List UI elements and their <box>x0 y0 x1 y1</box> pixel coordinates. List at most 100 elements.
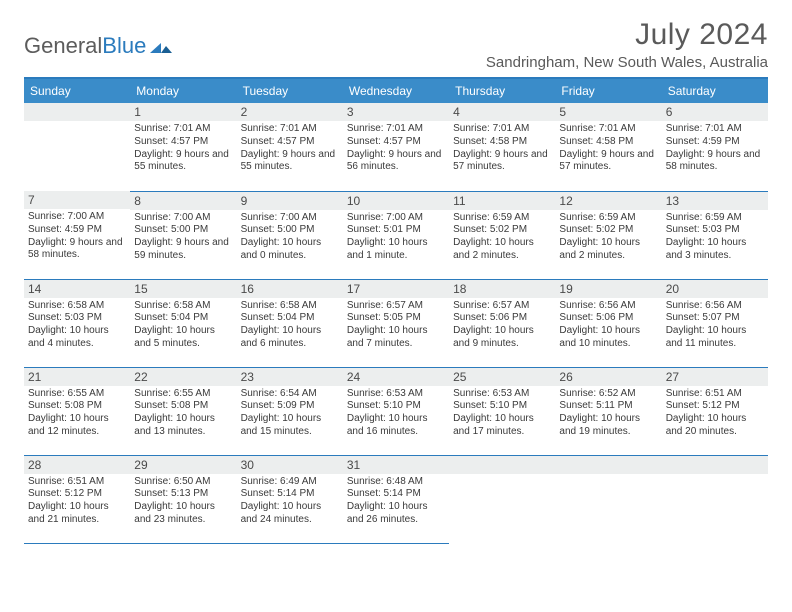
day-number: 15 <box>130 280 236 298</box>
calendar-day-cell: 14 Sunrise: 6:58 AMSunset: 5:03 PMDayligh… <box>24 279 130 367</box>
calendar-day-cell: 25 Sunrise: 6:53 AMSunset: 5:10 PMDayligh… <box>449 367 555 455</box>
day-details: Sunrise: 6:55 AMSunset: 5:08 PMDaylight:… <box>26 388 128 439</box>
calendar-day-cell: 8Sunrise: 7:00 AMSunset: 5:00 PMDaylight… <box>130 191 236 279</box>
calendar-day-cell: 7 Sunrise: 7:00 AMSunset: 4:59 PMDaylight… <box>24 191 130 279</box>
day-number: 14 <box>24 280 130 298</box>
day-details: Sunrise: 7:01 AMSunset: 4:59 PMDaylight:… <box>664 123 766 174</box>
header: GeneralBlue July 2024 Sandringham, New S… <box>24 18 768 71</box>
calendar-day-cell: 30Sunrise: 6:49 AMSunset: 5:14 PMDayligh… <box>237 455 343 543</box>
day-details: Sunrise: 7:01 AMSunset: 4:57 PMDaylight:… <box>239 123 341 174</box>
calendar-day-cell: 15Sunrise: 6:58 AMSunset: 5:04 PMDayligh… <box>130 279 236 367</box>
calendar-week-row: 7 Sunrise: 7:00 AMSunset: 4:59 PMDaylight… <box>24 191 768 279</box>
calendar-week-row: 28 Sunrise: 6:51 AMSunset: 5:12 PMDayligh… <box>24 455 768 543</box>
day-details: Sunrise: 6:53 AMSunset: 5:10 PMDaylight:… <box>451 388 553 439</box>
weekday-header: Saturday <box>662 78 768 103</box>
day-number: 9 <box>237 192 343 210</box>
weekday-header: Monday <box>130 78 236 103</box>
calendar-day-cell <box>555 455 661 543</box>
day-number: 13 <box>662 192 768 210</box>
calendar-day-cell: 29Sunrise: 6:50 AMSunset: 5:13 PMDayligh… <box>130 455 236 543</box>
calendar-day-cell: 9Sunrise: 7:00 AMSunset: 5:00 PMDaylight… <box>237 191 343 279</box>
day-number <box>555 456 661 474</box>
weekday-header: Tuesday <box>237 78 343 103</box>
day-details: Sunrise: 6:51 AMSunset: 5:12 PMDaylight:… <box>664 388 766 439</box>
calendar-week-row: 14 Sunrise: 6:58 AMSunset: 5:03 PMDayligh… <box>24 279 768 367</box>
day-details: Sunrise: 6:58 AMSunset: 5:03 PMDaylight:… <box>26 300 128 351</box>
day-number: 26 <box>555 368 661 386</box>
calendar-day-cell: 18Sunrise: 6:57 AMSunset: 5:06 PMDayligh… <box>449 279 555 367</box>
calendar-day-cell: 4Sunrise: 7:01 AMSunset: 4:58 PMDaylight… <box>449 103 555 191</box>
day-number: 28 <box>24 456 130 474</box>
brand-logo: GeneralBlue <box>24 33 172 71</box>
calendar-day-cell: 16Sunrise: 6:58 AMSunset: 5:04 PMDayligh… <box>237 279 343 367</box>
day-number: 31 <box>343 456 449 474</box>
calendar-day-cell: 5 Sunrise: 7:01 AMSunset: 4:58 PMDaylight… <box>555 103 661 191</box>
day-details: Sunrise: 6:53 AMSunset: 5:10 PMDaylight:… <box>345 388 447 439</box>
day-details: Sunrise: 6:55 AMSunset: 5:08 PMDaylight:… <box>132 388 234 439</box>
day-details: Sunrise: 6:54 AMSunset: 5:09 PMDaylight:… <box>239 388 341 439</box>
weekday-header: Thursday <box>449 78 555 103</box>
day-number: 4 <box>449 103 555 121</box>
calendar-day-cell: 13 Sunrise: 6:59 AMSunset: 5:03 PMDayligh… <box>662 191 768 279</box>
day-number: 17 <box>343 280 449 298</box>
calendar-day-cell: 3 Sunrise: 7:01 AMSunset: 4:57 PMDaylight… <box>343 103 449 191</box>
location-label: Sandringham, New South Wales, Australia <box>486 54 768 71</box>
calendar-day-cell: 2 Sunrise: 7:01 AMSunset: 4:57 PMDaylight… <box>237 103 343 191</box>
day-number: 7 <box>24 191 130 209</box>
day-details: Sunrise: 7:01 AMSunset: 4:57 PMDaylight:… <box>132 123 234 174</box>
calendar-table: SundayMondayTuesdayWednesdayThursdayFrid… <box>24 77 768 544</box>
day-number: 5 <box>555 103 661 121</box>
weekday-header: Wednesday <box>343 78 449 103</box>
day-number: 2 <box>237 103 343 121</box>
month-title: July 2024 <box>486 18 768 52</box>
calendar-header-row: SundayMondayTuesdayWednesdayThursdayFrid… <box>24 78 768 103</box>
calendar-week-row: 21Sunrise: 6:55 AMSunset: 5:08 PMDayligh… <box>24 367 768 455</box>
brand-part1: General <box>24 33 102 59</box>
day-number: 20 <box>662 280 768 298</box>
calendar-day-cell: 31Sunrise: 6:48 AMSunset: 5:14 PMDayligh… <box>343 455 449 543</box>
day-number: 23 <box>237 368 343 386</box>
day-details: Sunrise: 6:56 AMSunset: 5:06 PMDaylight:… <box>557 300 659 351</box>
calendar-day-cell: 10 Sunrise: 7:00 AMSunset: 5:01 PMDayligh… <box>343 191 449 279</box>
day-details: Sunrise: 7:01 AMSunset: 4:58 PMDaylight:… <box>557 123 659 174</box>
day-details: Sunrise: 7:00 AMSunset: 4:59 PMDaylight:… <box>26 211 128 262</box>
weekday-header: Friday <box>555 78 661 103</box>
day-number: 11 <box>449 192 555 210</box>
calendar-body: 1Sunrise: 7:01 AMSunset: 4:57 PMDaylight… <box>24 103 768 543</box>
day-details: Sunrise: 7:00 AMSunset: 5:01 PMDaylight:… <box>345 212 447 263</box>
calendar-day-cell <box>24 103 130 191</box>
calendar-week-row: 1Sunrise: 7:01 AMSunset: 4:57 PMDaylight… <box>24 103 768 191</box>
day-details: Sunrise: 6:52 AMSunset: 5:11 PMDaylight:… <box>557 388 659 439</box>
day-number: 29 <box>130 456 236 474</box>
day-number: 8 <box>130 192 236 210</box>
calendar-day-cell: 26 Sunrise: 6:52 AMSunset: 5:11 PMDayligh… <box>555 367 661 455</box>
calendar-day-cell: 20 Sunrise: 6:56 AMSunset: 5:07 PMDayligh… <box>662 279 768 367</box>
day-details: Sunrise: 6:56 AMSunset: 5:07 PMDaylight:… <box>664 300 766 351</box>
day-details: Sunrise: 7:01 AMSunset: 4:57 PMDaylight:… <box>345 123 447 174</box>
day-number <box>449 456 555 474</box>
day-number: 25 <box>449 368 555 386</box>
day-number: 3 <box>343 103 449 121</box>
day-number: 1 <box>130 103 236 121</box>
day-number: 10 <box>343 192 449 210</box>
brand-part2: Blue <box>102 33 146 59</box>
day-number: 30 <box>237 456 343 474</box>
day-number: 22 <box>130 368 236 386</box>
calendar-day-cell: 19 Sunrise: 6:56 AMSunset: 5:06 PMDayligh… <box>555 279 661 367</box>
title-block: July 2024 Sandringham, New South Wales, … <box>486 18 768 71</box>
calendar-day-cell <box>449 455 555 543</box>
logo-mark-icon <box>150 33 172 59</box>
day-details: Sunrise: 6:59 AMSunset: 5:02 PMDaylight:… <box>451 212 553 263</box>
day-details: Sunrise: 6:51 AMSunset: 5:12 PMDaylight:… <box>26 476 128 527</box>
calendar-day-cell: 27Sunrise: 6:51 AMSunset: 5:12 PMDayligh… <box>662 367 768 455</box>
day-details: Sunrise: 6:58 AMSunset: 5:04 PMDaylight:… <box>239 300 341 351</box>
day-number: 12 <box>555 192 661 210</box>
day-number <box>662 456 768 474</box>
day-number <box>24 103 130 121</box>
calendar-day-cell: 23 Sunrise: 6:54 AMSunset: 5:09 PMDayligh… <box>237 367 343 455</box>
calendar-day-cell: 28 Sunrise: 6:51 AMSunset: 5:12 PMDayligh… <box>24 455 130 543</box>
day-details: Sunrise: 6:59 AMSunset: 5:03 PMDaylight:… <box>664 212 766 263</box>
day-details: Sunrise: 6:57 AMSunset: 5:05 PMDaylight:… <box>345 300 447 351</box>
day-number: 19 <box>555 280 661 298</box>
calendar-day-cell: 12Sunrise: 6:59 AMSunset: 5:02 PMDayligh… <box>555 191 661 279</box>
